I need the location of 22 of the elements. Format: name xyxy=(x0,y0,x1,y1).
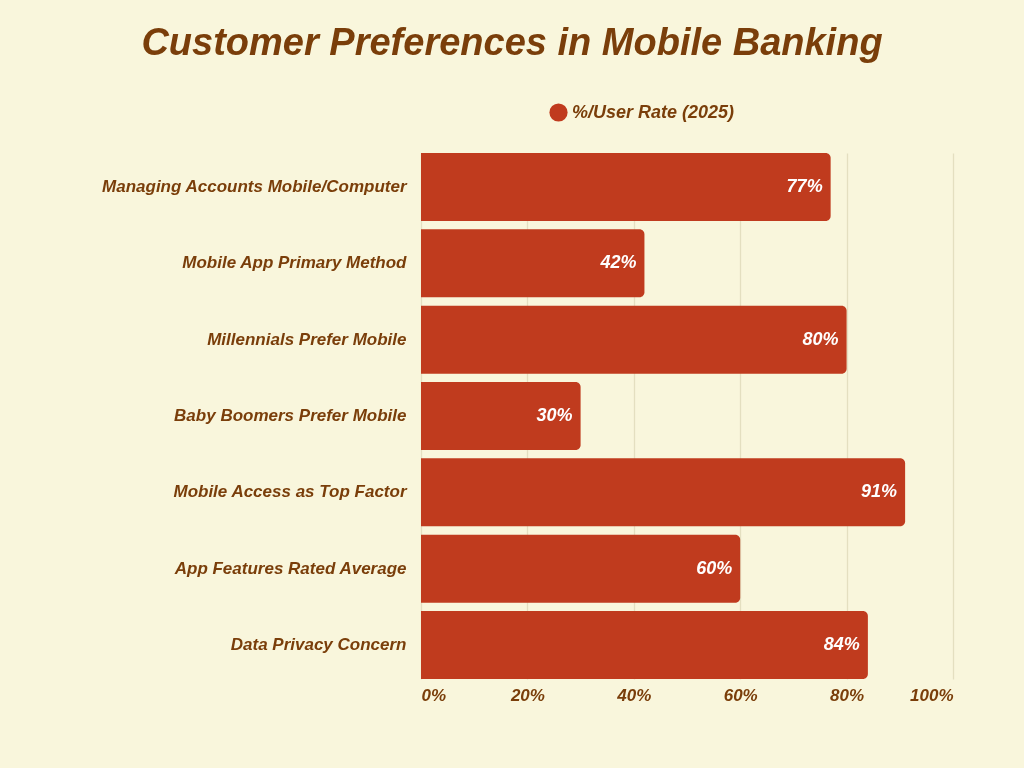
x-tick-label: 20% xyxy=(509,685,545,705)
data-label: 84% xyxy=(823,634,860,655)
data-label: 77% xyxy=(786,175,823,196)
x-tick-label: 0% xyxy=(421,685,447,705)
data-label: 80% xyxy=(802,328,839,349)
y-tick-label: Mobile Access as Top Factor xyxy=(173,482,408,502)
x-tick-label: 100% xyxy=(910,685,954,705)
legend-label: %/User Rate (2025) xyxy=(572,101,735,122)
data-label: 91% xyxy=(861,481,898,502)
x-tick-label: 60% xyxy=(723,685,758,705)
data-label: 60% xyxy=(696,557,733,578)
x-tick-label: 80% xyxy=(830,685,865,705)
y-tick-label: Baby Boomers Prefer Mobile xyxy=(174,406,407,425)
x-tick-label: 40% xyxy=(616,685,652,705)
y-tick-label: Mobile App Primary Method xyxy=(182,253,408,273)
chart-title: Customer Preferences in Mobile Banking xyxy=(141,21,883,63)
y-tick-label: App Features Rated Average xyxy=(173,558,407,578)
y-tick-label: Millennials Prefer Mobile xyxy=(207,329,407,349)
y-tick-label: Data Privacy Concern xyxy=(230,635,407,655)
y-tick-label: Managing Accounts Mobile/Computer xyxy=(102,176,408,196)
data-label: 42% xyxy=(599,252,637,273)
data-label: 30% xyxy=(536,405,573,425)
